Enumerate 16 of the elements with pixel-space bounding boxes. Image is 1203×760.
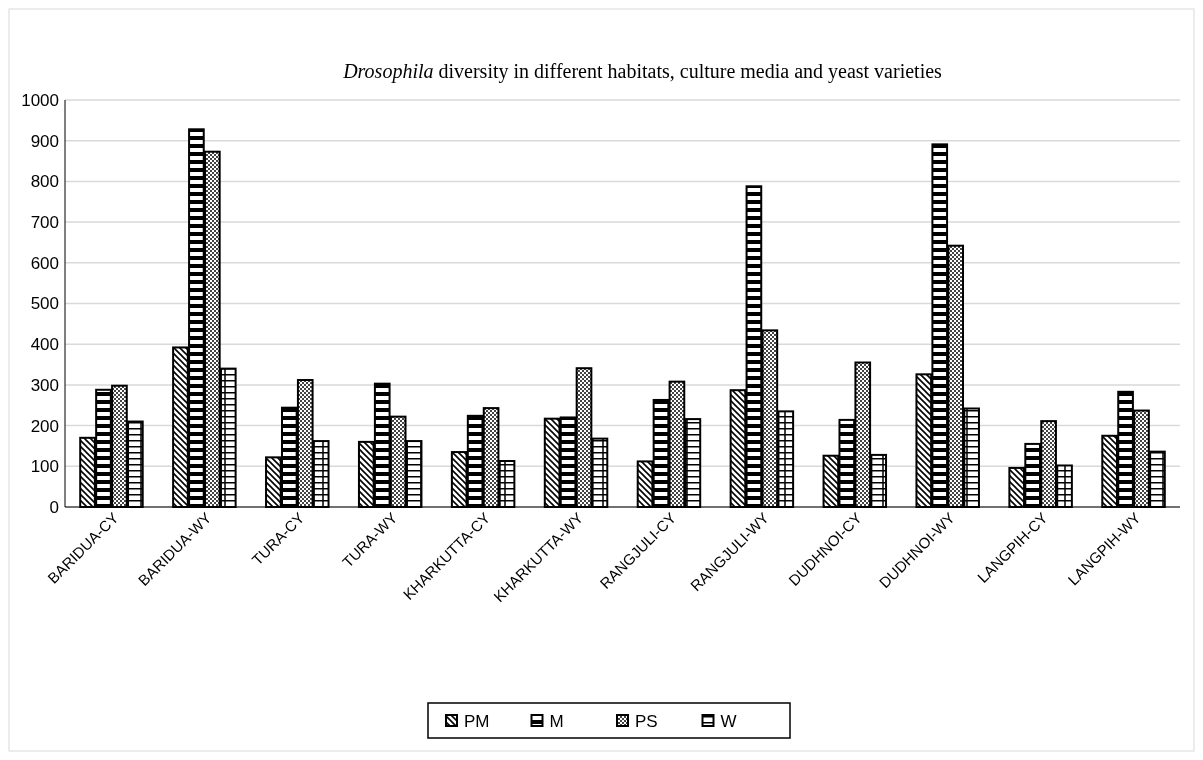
legend-label: PM — [464, 712, 490, 731]
y-tick-label: 0 — [49, 497, 59, 517]
y-tick-label: 800 — [30, 172, 59, 192]
y-tick-label: 200 — [30, 416, 59, 436]
chart-title: Drosophila diversity in different habitats, culture media and yeast varieties — [342, 60, 943, 83]
y-tick-label: 400 — [30, 335, 59, 355]
y-tick-label: 900 — [30, 131, 59, 151]
y-tick-label: 500 — [30, 294, 59, 314]
y-tick-label: 700 — [30, 213, 59, 233]
y-tick-label: 600 — [30, 253, 59, 273]
legend-label: M — [549, 712, 564, 731]
y-tick-label: 300 — [30, 375, 59, 395]
y-tick-label: 1000 — [21, 90, 59, 110]
y-tick-label: 100 — [30, 457, 59, 477]
legend-label: W — [720, 712, 737, 731]
legend-label: PS — [635, 712, 658, 731]
